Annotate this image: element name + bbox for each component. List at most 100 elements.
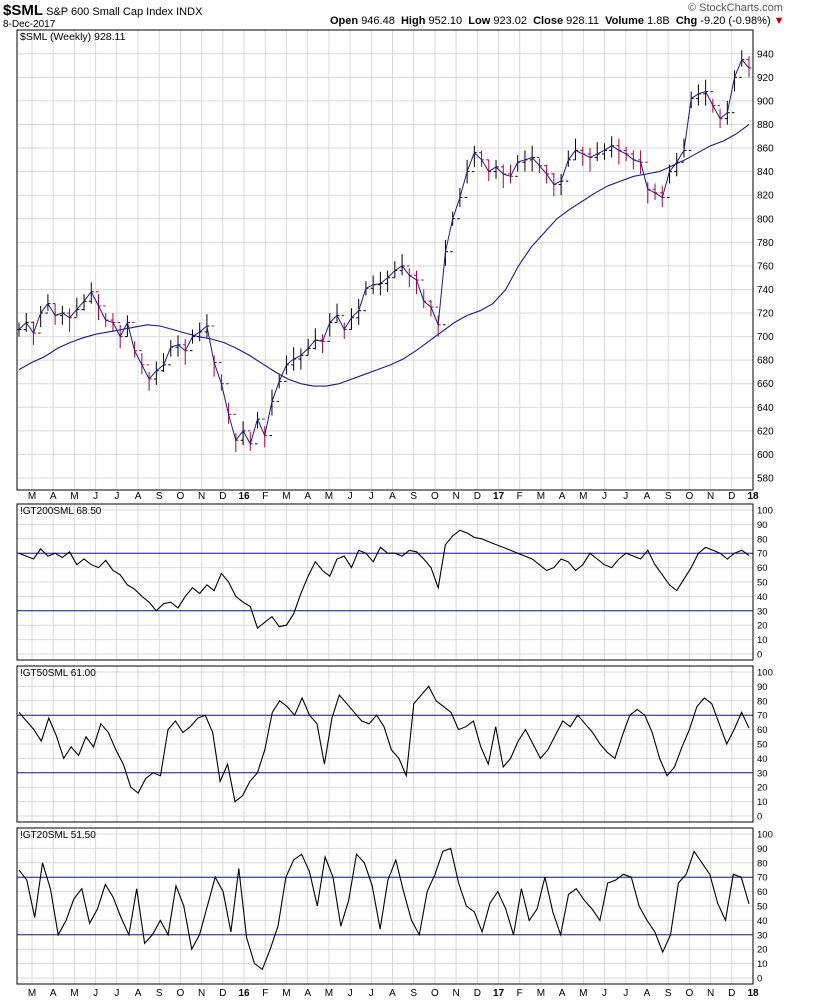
panel-border xyxy=(16,503,754,661)
panel-border xyxy=(16,827,754,985)
x-tick-label: A xyxy=(135,988,142,999)
y-tick-label: 50 xyxy=(757,740,768,751)
x-tick-label: S xyxy=(410,988,417,999)
y-tick-label: 40 xyxy=(757,916,768,927)
x-tick-label: J xyxy=(602,988,607,999)
y-tick-label: 80 xyxy=(757,534,768,545)
y-tick-label: 700 xyxy=(757,332,774,343)
chg-label: Chg xyxy=(675,15,698,27)
y-tick-label: 820 xyxy=(757,191,774,202)
y-tick-label: 720 xyxy=(757,309,774,320)
x-tick-label: D xyxy=(728,988,735,999)
panel-3: 0 10 20 30 40 50 60 70 80 90 100 !GT20SML 51.50 xyxy=(16,827,773,985)
y-tick-label: 940 xyxy=(757,49,774,60)
y-tick-label: 900 xyxy=(757,96,774,107)
chg-value: -9.20 (-0.98%) xyxy=(700,15,771,27)
index-name: S&P 600 Small Cap Index xyxy=(46,6,174,18)
y-tick-label: 860 xyxy=(757,144,774,155)
x-tick-label: M xyxy=(282,491,290,502)
x-tick-label: D xyxy=(728,491,735,502)
x-tick-label: J xyxy=(602,491,607,502)
x-tick-label: D xyxy=(219,988,226,999)
y-tick-label: 10 xyxy=(757,797,768,808)
y-tick-label: 640 xyxy=(757,403,774,414)
y-tick-label: 20 xyxy=(757,945,768,956)
panel-2: 0 10 20 30 40 50 60 70 80 90 100 !GT50SML 61.00 xyxy=(16,665,773,823)
y-tick-label: 100 xyxy=(757,830,773,841)
y-tick-label: 80 xyxy=(757,858,768,869)
x-tick-label: O xyxy=(177,988,185,999)
x-tick-label: A xyxy=(644,491,651,502)
stockcharts-logo: © StockCharts.com xyxy=(688,2,783,14)
y-tick-label: 50 xyxy=(757,578,768,589)
y-tick-label: 800 xyxy=(757,214,774,225)
y-tick-label: 60 xyxy=(757,725,768,736)
x-tick-label: M xyxy=(579,988,587,999)
x-tick-label: 17 xyxy=(493,988,505,999)
x-tick-label: M xyxy=(70,491,78,502)
x-tick-label: A xyxy=(50,491,57,502)
y-tick-label: 40 xyxy=(757,592,768,603)
x-tick-label: D xyxy=(474,988,481,999)
x-tick-label: J xyxy=(114,988,119,999)
y-tick-label: 90 xyxy=(757,682,768,693)
panel-0: 580 600 620 640 660 680 700 720 740 760 780 800 820 8… xyxy=(16,29,774,491)
x-tick-label: A xyxy=(559,988,566,999)
y-tick-label: 920 xyxy=(757,73,774,84)
x-tick-label: N xyxy=(453,491,460,502)
y-tick-label: 0 xyxy=(757,650,762,661)
x-tick-label: 17 xyxy=(493,491,505,502)
x-tick-label: N xyxy=(198,988,205,999)
quote-strip: Open 946.48 High 952.10 Low 923.02 Close… xyxy=(330,15,785,27)
x-tick-label: D xyxy=(474,491,481,502)
x-tick-label: N xyxy=(707,988,714,999)
y-tick-label: 30 xyxy=(757,606,768,617)
x-tick-label: A xyxy=(389,988,396,999)
x-tick-label: O xyxy=(177,491,185,502)
x-tick-label: M xyxy=(537,988,545,999)
y-tick-label: 840 xyxy=(757,167,774,178)
y-tick-label: 100 xyxy=(757,506,773,517)
volume-label: Volume xyxy=(605,15,645,27)
y-tick-label: 60 xyxy=(757,563,768,574)
y-tick-label: 10 xyxy=(757,959,768,970)
panel-border xyxy=(16,29,754,491)
close-label: Close xyxy=(533,15,564,27)
high-value: 952.10 xyxy=(428,15,463,27)
y-tick-label: 740 xyxy=(757,285,774,296)
x-tick-label: S xyxy=(665,491,672,502)
x-tick-label: A xyxy=(50,988,57,999)
date: 8-Dec-2017 xyxy=(3,19,56,30)
exchange: INDX xyxy=(176,6,203,18)
x-tick-label: M xyxy=(537,491,545,502)
panel-1: 0 10 20 30 40 50 60 70 80 90 100 !GT200SML 68.50 xyxy=(16,503,773,661)
x-tick-label: M xyxy=(579,491,587,502)
x-tick-label: O xyxy=(685,491,693,502)
y-tick-label: 100 xyxy=(757,668,773,679)
x-tick-label: A xyxy=(389,491,396,502)
panel-border xyxy=(16,665,754,823)
x-tick-label: N xyxy=(453,988,460,999)
x-tick-label: 16 xyxy=(238,988,250,999)
x-tick-label: 16 xyxy=(238,491,250,502)
x-tick-label: M xyxy=(28,988,36,999)
x-tick-label: N xyxy=(707,491,714,502)
y-tick-label: 90 xyxy=(757,520,768,531)
panel-title: !GT20SML 51.50 xyxy=(20,830,96,841)
x-tick-label: J xyxy=(93,988,98,999)
x-tick-label: A xyxy=(644,988,651,999)
open-label: Open xyxy=(330,15,359,27)
low-label: Low xyxy=(468,15,491,27)
x-tick-label: 18 xyxy=(747,491,759,502)
x-tick-label: A xyxy=(304,491,311,502)
series-line-!GT200SML xyxy=(18,529,750,630)
y-tick-label: 70 xyxy=(757,711,768,722)
y-tick-label: 60 xyxy=(757,887,768,898)
y-tick-label: 80 xyxy=(757,696,768,707)
x-tick-label: A xyxy=(304,988,311,999)
open-value: 946.48 xyxy=(361,15,395,27)
y-tick-label: 760 xyxy=(757,261,774,272)
symbol: $SML xyxy=(3,2,44,19)
close-value: 928.11 xyxy=(566,15,599,27)
